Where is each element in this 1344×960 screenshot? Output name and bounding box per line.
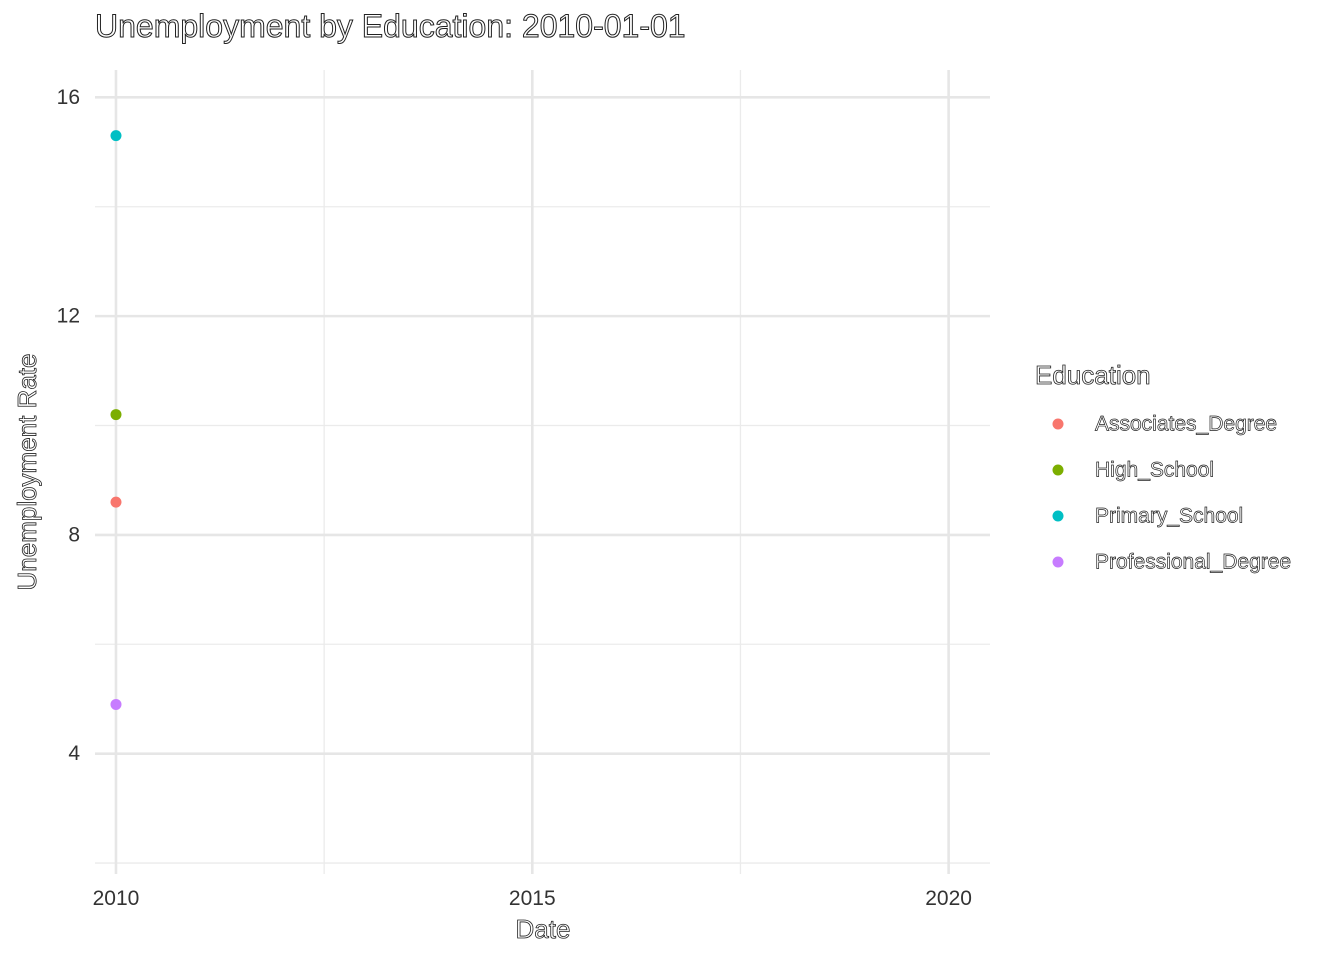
x-tick-label: 2015 [509, 887, 556, 910]
x-axis-label: Date [516, 914, 571, 944]
data-point [110, 698, 122, 710]
data-point [110, 130, 122, 142]
y-axis-label: Unemployment Rate [12, 354, 42, 591]
y-tick-label: 16 [57, 86, 80, 109]
legend-items: Associates_Degree High_School Primary_Scho… [1052, 412, 1291, 574]
legend-key [1052, 510, 1064, 522]
legend: Education Associates_Degree High_School Pr… [1035, 360, 1292, 574]
chart-title: Unemployment by Education: 2010-01-01 [95, 8, 687, 45]
data-point [110, 409, 122, 421]
legend-key [1052, 418, 1064, 430]
legend-title: Education [1035, 360, 1151, 390]
data-points [110, 130, 122, 710]
x-tick-label: 2010 [93, 887, 140, 910]
y-tick-label: 8 [68, 523, 80, 546]
major-gridlines [95, 70, 990, 874]
legend-key [1052, 464, 1064, 476]
legend-key [1052, 556, 1064, 568]
legend-label: High_School [1095, 459, 1214, 482]
y-axis-ticks: 4 8 12 16 [57, 86, 81, 765]
data-point [110, 496, 122, 508]
x-tick-label: 2020 [925, 887, 972, 910]
legend-label: Primary_School [1095, 505, 1243, 528]
y-tick-label: 12 [57, 305, 80, 328]
y-tick-label: 4 [68, 742, 80, 765]
legend-label: Associates_Degree [1095, 413, 1277, 436]
x-axis-ticks: 2010 2015 2020 [93, 887, 972, 910]
legend-label: Professional_Degree [1095, 551, 1291, 574]
minor-gridlines [95, 70, 990, 874]
